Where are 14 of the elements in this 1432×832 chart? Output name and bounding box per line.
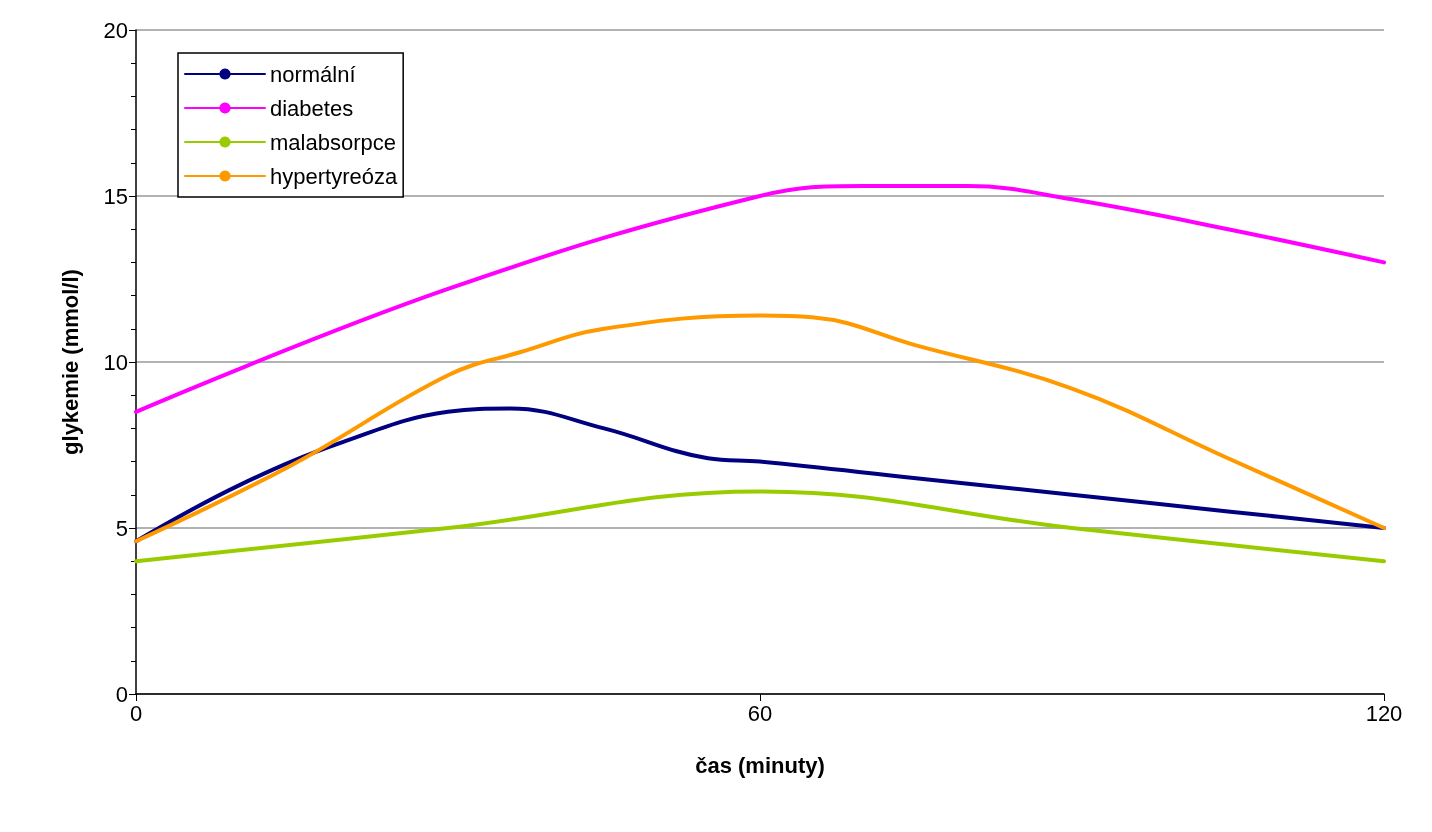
x-tick-label: 60 — [747, 700, 773, 726]
y-tick-label: 5 — [115, 515, 128, 541]
y-tick-label: 20 — [103, 17, 128, 43]
y-tick-label: 0 — [115, 681, 128, 707]
x-axis-title: čas (minuty) — [695, 752, 825, 778]
y-tick-label: 10 — [103, 349, 128, 375]
legend-label: diabetes — [270, 95, 354, 121]
y-axis-title: glykemie (mmol/l) — [57, 269, 83, 455]
x-tick-label: 120 — [1365, 700, 1403, 726]
legend-label: malabsorpce — [270, 129, 396, 155]
y-tick-label: 15 — [103, 183, 128, 209]
line-series — [134, 313, 1386, 544]
legend-label: hypertyreóza — [270, 163, 398, 189]
legend-label: normální — [270, 61, 356, 87]
